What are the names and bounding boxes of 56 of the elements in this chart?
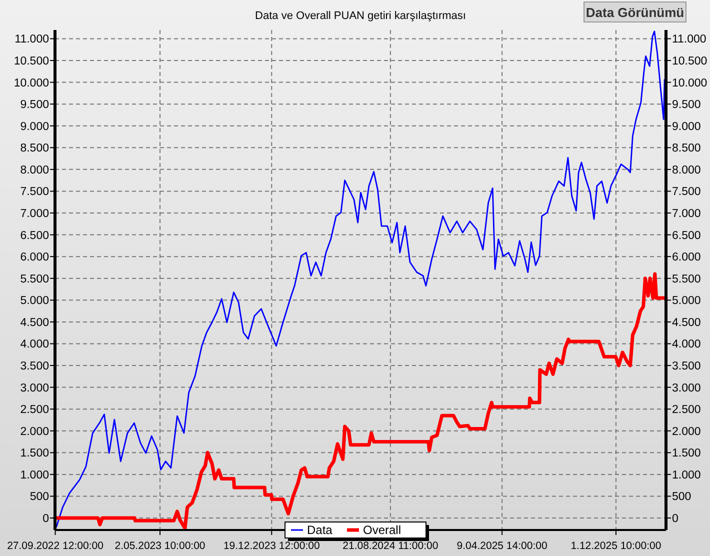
y2-tick-label: 9.000 — [672, 120, 701, 133]
y2-tick-label: 7.000 — [672, 208, 701, 220]
y2-tick-label: 10.000 — [672, 77, 708, 90]
x-tick-label: 19.12.2023 12:00:00 — [223, 540, 320, 552]
x-tick-label: 9.04.2025 14:00:00 — [456, 540, 548, 552]
y2-tick-label: 7.500 — [672, 186, 701, 198]
chart-title: Data ve Overall PUAN getiri karşılaştırması — [255, 10, 466, 22]
y-tick-label: 5.000 — [20, 295, 49, 308]
y2-tick-label: 8.500 — [672, 142, 701, 155]
x-tick-label: 1.12.2025 10:00:00 — [570, 540, 662, 552]
y-tick-label: 2.000 — [20, 426, 49, 438]
y2-tick-label: 2.000 — [672, 426, 701, 438]
y-tick-label: 3.500 — [20, 360, 49, 373]
y2-tick-label: 4.000 — [672, 338, 701, 351]
y2-tick-label: 3.000 — [672, 382, 701, 394]
x-tick-label: 21.08.2024 11:00:00 — [342, 540, 438, 552]
y-tick-label: 6.000 — [20, 252, 49, 264]
y-tick-label: 4.000 — [20, 338, 49, 351]
y2-tick-label: 11.000 — [672, 34, 706, 46]
y-tick-label: 10.000 — [14, 77, 49, 90]
y2-tick-label: 3.500 — [672, 360, 701, 373]
y-tick-label: 7.000 — [20, 208, 49, 220]
legend-label: Overall — [363, 523, 402, 537]
y2-tick-label: 2.500 — [672, 404, 701, 416]
y-tick-label: 9.000 — [20, 120, 49, 133]
y2-tick-label: 6.000 — [672, 252, 701, 264]
y2-tick-label: 1.500 — [672, 448, 701, 460]
y-tick-label: 1.000 — [20, 469, 49, 482]
view-button: Data Görünümü — [584, 2, 686, 22]
y2-tick-label: 9.500 — [672, 99, 701, 112]
y2-tick-label: 0 — [672, 513, 678, 526]
y-tick-label: 500 — [30, 491, 49, 504]
y-tick-label: 9.500 — [20, 99, 49, 112]
y-tick-label: 6.500 — [20, 230, 49, 242]
legend-label: Data — [307, 523, 333, 537]
y-tick-label: 7.500 — [20, 186, 49, 198]
y2-tick-label: 8.000 — [672, 164, 701, 176]
y-tick-label: 10.500 — [14, 56, 49, 68]
y2-tick-label: 10.500 — [672, 56, 708, 68]
x-tick-label: 2.05.2023 10:00:00 — [114, 540, 206, 552]
y-tick-label: 11.000 — [14, 34, 49, 46]
y-tick-label: 2.500 — [20, 404, 49, 416]
y2-tick-label: 4.500 — [672, 316, 701, 329]
y2-tick-label: 500 — [672, 491, 692, 504]
y2-tick-label: 5.500 — [672, 273, 701, 286]
y2-tick-label: 6.500 — [672, 230, 701, 242]
y-tick-label: 1.500 — [20, 448, 49, 460]
y-tick-label: 0 — [42, 513, 49, 526]
x-tick-label: 27.09.2022 12:00:00 — [7, 540, 104, 552]
y-tick-label: 4.500 — [20, 316, 49, 329]
y-tick-label: 5.500 — [20, 273, 49, 286]
y2-tick-label: 1.000 — [672, 469, 701, 482]
y2-tick-label: 5.000 — [672, 295, 701, 308]
y-tick-label: 8.000 — [20, 164, 49, 176]
y-tick-label: 3.000 — [20, 382, 49, 394]
y-tick-label: 8.500 — [20, 142, 49, 155]
